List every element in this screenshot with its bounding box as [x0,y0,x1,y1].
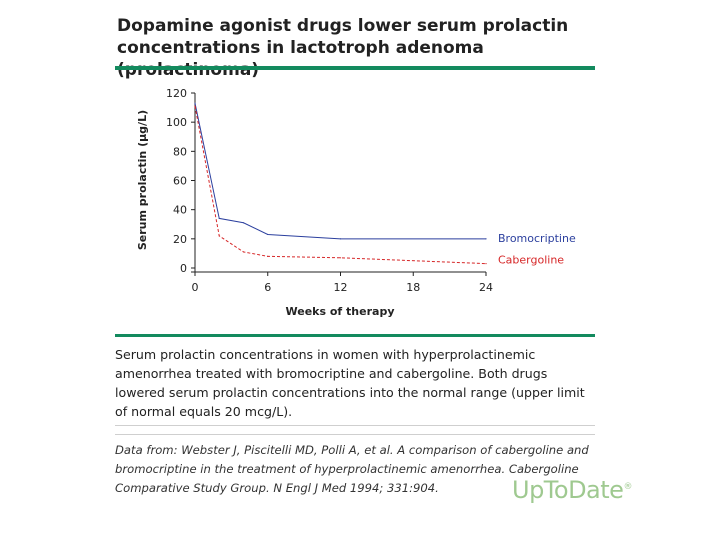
cabergoline-data-point [194,105,196,107]
bromocriptine-legend-label: Bromocriptine [498,232,576,245]
bromocriptine-data-point [218,217,220,220]
bromocriptine-data-point [339,238,342,240]
y-tick-label: 20 [173,233,187,246]
cabergoline-data-point [485,263,487,265]
bromocriptine-data-point [485,238,487,240]
y-tick-label: 80 [173,145,187,158]
figure-caption: Serum prolactin concentrations in women … [115,347,585,419]
cabergoline-data-point [242,251,245,253]
y-tick-label: 0 [180,262,187,275]
caption-divider-2 [115,434,595,435]
uptodate-logo: UpToDate® [512,476,632,504]
chart-divider [115,334,595,337]
prolactin-line-chart: 0 20 40 60 80 100 120 0 6 12 18 24 Bromocriptine Ca… [136,87,576,318]
x-axis-ticks: 0 6 12 18 24 [192,272,493,294]
cabergoline-data-point [267,255,269,257]
caption-divider-1 [115,425,595,426]
chart-series [194,102,487,265]
y-tick-label: 100 [166,116,187,129]
title-divider [115,66,595,70]
x-tick-label: 6 [264,281,271,294]
brand-registered-mark: ® [623,482,632,492]
x-tick-label: 0 [192,281,199,294]
cabergoline-legend-label: Cabergoline [498,254,564,267]
bromocriptine-data-point [194,102,196,104]
y-tick-label: 40 [173,204,187,217]
y-tick-label: 60 [173,175,187,188]
brand-name: UpToDate [512,476,624,504]
x-tick-label: 12 [334,281,348,294]
chart-axes [191,93,486,273]
cabergoline-data-point [218,235,220,237]
x-axis-label: Weeks of therapy [286,305,395,318]
figure-title: Dopamine agonist drugs lower serum prola… [117,16,569,80]
y-axis-ticks: 0 20 40 60 80 100 120 [166,87,195,275]
y-tick-label: 120 [166,87,187,100]
source-citation: Data from: Webster J, Piscitelli MD, Pol… [115,443,589,495]
cabergoline-series-line [194,106,487,265]
x-tick-label: 18 [406,281,420,294]
bromocriptine-data-point [267,233,269,236]
x-tick-label: 24 [479,281,493,294]
bromocriptine-series-line [194,103,486,240]
y-axis-label: Serum prolactin (µg/L) [136,110,149,250]
cabergoline-data-point [339,257,342,259]
bromocriptine-data-point [242,222,245,224]
chart-legend: Bromocriptine Cabergoline [498,232,576,267]
